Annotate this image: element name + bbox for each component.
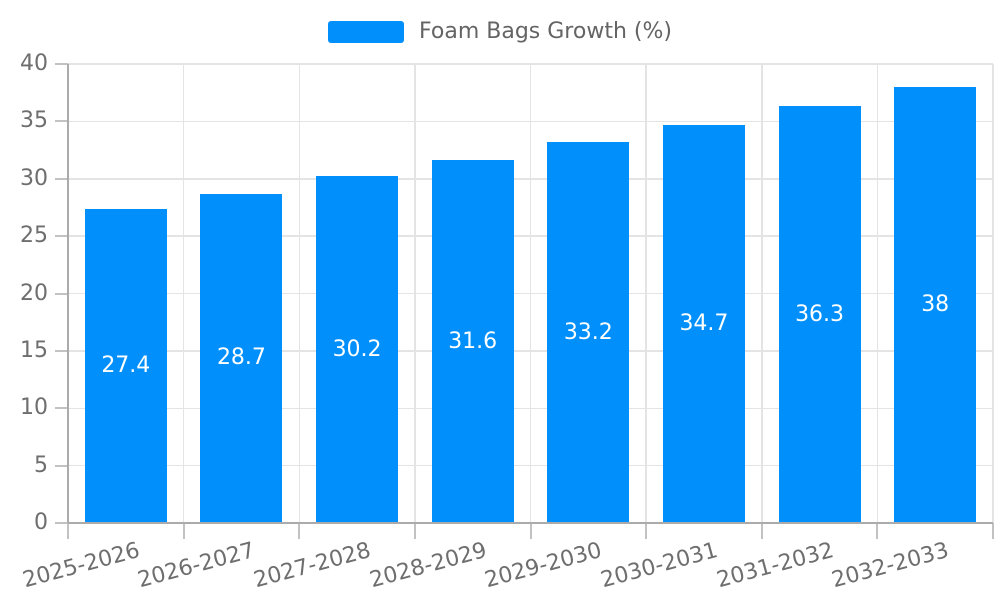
legend-label: Foam Bags Growth (%): [419, 19, 672, 44]
y-axis-tick: [55, 292, 68, 295]
bar-value-label: 36.3: [795, 301, 845, 327]
bar-value-label: 38: [921, 291, 950, 317]
x-axis-tick: [298, 523, 301, 539]
y-axis-tick: [55, 464, 68, 467]
y-axis-label: 25: [20, 223, 48, 249]
gridline-vertical: [414, 64, 416, 523]
y-axis-tick: [55, 407, 68, 410]
y-axis-tick: [55, 120, 68, 123]
bar-2025-2026[interactable]: [84, 208, 167, 523]
x-axis-tick: [529, 523, 532, 539]
bar-value-label: 28.7: [216, 345, 266, 371]
bar-2027-2028[interactable]: [316, 176, 399, 523]
x-axis-tick: [876, 523, 879, 539]
y-axis-label: 10: [20, 395, 48, 421]
y-axis-tick: [55, 235, 68, 238]
y-axis-tick: [55, 349, 68, 352]
gridline-vertical: [876, 64, 879, 523]
x-axis-tick: [67, 523, 69, 539]
bar-2032-2033[interactable]: [894, 86, 977, 523]
bar-2029-2030[interactable]: [547, 142, 630, 523]
legend[interactable]: Foam Bags Growth (%): [0, 20, 1000, 44]
gridline-vertical: [298, 64, 300, 523]
gridline-vertical: [645, 64, 647, 523]
gridline-vertical: [182, 64, 185, 523]
y-axis-label: 40: [20, 51, 48, 76]
x-axis-tick: [992, 523, 994, 539]
bar-2030-2031[interactable]: [662, 124, 745, 523]
x-axis-line: [68, 522, 993, 524]
bar-2031-2032[interactable]: [778, 106, 861, 523]
y-axis-label: 30: [20, 165, 48, 191]
bar-value-label: 33.2: [563, 319, 613, 345]
y-axis-line: [67, 64, 69, 523]
legend-swatch: [328, 21, 405, 43]
gridline-vertical: [992, 64, 994, 523]
y-axis-label: 5: [34, 452, 48, 478]
y-axis-tick: [55, 63, 68, 65]
bar-value-label: 34.7: [679, 310, 729, 336]
y-axis-tick: [55, 177, 68, 180]
gridline-vertical: [529, 64, 532, 523]
y-axis-label: 0: [34, 510, 48, 535]
y-axis-label: 20: [20, 280, 48, 306]
x-axis-tick: [645, 523, 648, 539]
y-axis-label: 15: [20, 337, 48, 363]
y-axis-tick: [55, 522, 68, 524]
bar-2026-2027[interactable]: [200, 193, 283, 523]
x-axis-tick: [182, 523, 185, 539]
bar-value-label: 30.2: [332, 336, 382, 362]
gridline-vertical: [761, 64, 763, 523]
bar-2028-2029[interactable]: [431, 160, 514, 523]
bar-value-label: 31.6: [448, 328, 498, 354]
bar-value-label: 27.4: [101, 352, 151, 378]
x-axis-tick: [413, 523, 416, 539]
x-axis-tick: [760, 523, 763, 539]
y-axis-label: 35: [20, 108, 48, 134]
